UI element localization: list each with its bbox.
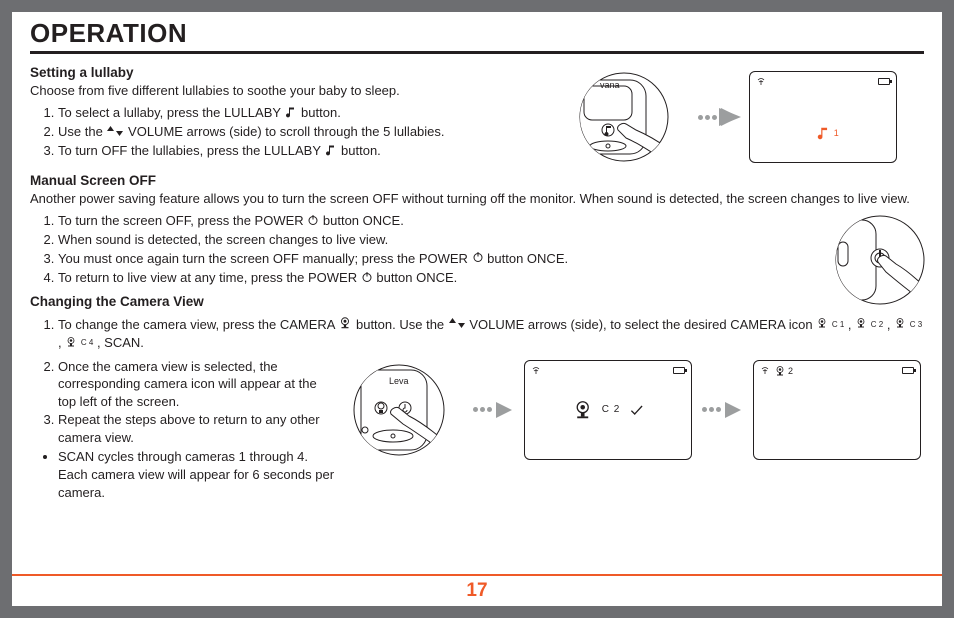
lullaby-illustrations: vana (570, 64, 924, 166)
screenoff-intro: Another power saving feature allows you … (30, 190, 924, 208)
dots-arrow-icon (473, 402, 514, 418)
check-icon (628, 402, 644, 418)
lullaby-device-illus: vana (570, 68, 690, 166)
section-screen-off: Manual Screen OFF Another power saving f… (30, 172, 924, 287)
battery-icon (673, 367, 685, 374)
title-bar: OPERATION (30, 18, 924, 54)
svg-text:vana: vana (600, 80, 620, 90)
screenoff-step-3: You must once again turn the screen OFF … (58, 250, 924, 268)
camera-device-illus: Leva (345, 360, 463, 460)
camera-icon (572, 399, 594, 421)
camera-bullets: SCAN cycles through cameras 1 through 4.… (30, 448, 335, 501)
camera-illustrations: Leva (345, 354, 924, 460)
camera-steps-top: To change the camera view, press the CAM… (30, 316, 924, 353)
camera-step-2: Once the camera view is selected, the co… (58, 358, 335, 411)
lullaby-steps: To select a lullaby, press the LULLABY b… (30, 104, 570, 161)
volume-arrows-icon (106, 124, 124, 142)
volume-arrows-icon (448, 316, 466, 334)
signal-icon (760, 365, 770, 375)
lullaby-step-3: To turn OFF the lullabies, press the LUL… (58, 142, 570, 160)
lullaby-step-1: To select a lullaby, press the LULLABY b… (58, 104, 570, 122)
camera-step-1: To change the camera view, press the CAM… (58, 316, 924, 353)
signal-icon (756, 76, 766, 86)
page-title: OPERATION (30, 18, 924, 49)
camera-steps-rest: Once the camera view is selected, the co… (30, 358, 335, 447)
camera-icon (855, 316, 867, 334)
dots-arrow-icon (702, 402, 743, 418)
lullaby-step-2: Use the VOLUME arrows (side) to scroll t… (58, 123, 570, 141)
manual-page: OPERATION Setting a lullaby Choose from … (0, 0, 954, 618)
section-lullaby: Setting a lullaby Choose from five diffe… (30, 64, 924, 166)
camera-step-3: Repeat the steps above to return to any … (58, 411, 335, 446)
lullaby-icon (324, 143, 337, 161)
footer-divider (12, 574, 942, 576)
screenoff-step-1: To turn the screen OFF, press the POWER … (58, 212, 924, 230)
dots-arrow-icon (698, 108, 741, 126)
screenoff-steps: To turn the screen OFF, press the POWER … (30, 212, 924, 288)
power-icon (472, 250, 484, 268)
power-icon (307, 213, 319, 231)
screenoff-heading: Manual Screen OFF (30, 172, 924, 190)
music-note-indicator: 1 (816, 126, 839, 140)
lullaby-intro: Choose from five different lullabies to … (30, 82, 570, 100)
section-camera: Changing the Camera View To change the c… (30, 293, 924, 502)
camera-icon (894, 316, 906, 334)
svg-text:Leva: Leva (389, 376, 409, 386)
camera-indicator: 2 (774, 365, 793, 377)
battery-icon (902, 367, 914, 374)
battery-icon (878, 78, 890, 85)
camera-icon (338, 316, 352, 335)
content-area: Setting a lullaby Choose from five diffe… (12, 54, 942, 502)
camera-icon (816, 316, 828, 334)
screenoff-step-4: To return to live view at any time, pres… (58, 269, 924, 287)
screenoff-step-2: When sound is detected, the screen chang… (58, 231, 924, 249)
camera-heading: Changing the Camera View (30, 293, 924, 311)
lullaby-screen-illus: 1 (749, 71, 897, 163)
camera-bullet-scan: SCAN cycles through cameras 1 through 4.… (58, 448, 335, 501)
lullaby-icon (284, 105, 297, 123)
camera-icon (774, 365, 786, 377)
lullaby-heading: Setting a lullaby (30, 64, 570, 82)
signal-icon (531, 365, 541, 375)
power-press-illus (830, 212, 938, 313)
camera-live-screen: 2 (753, 360, 921, 460)
camera-select-screen: C 2 (524, 360, 692, 460)
power-icon (361, 270, 373, 288)
page-number: 17 (12, 580, 942, 602)
camera-icon (65, 335, 77, 353)
